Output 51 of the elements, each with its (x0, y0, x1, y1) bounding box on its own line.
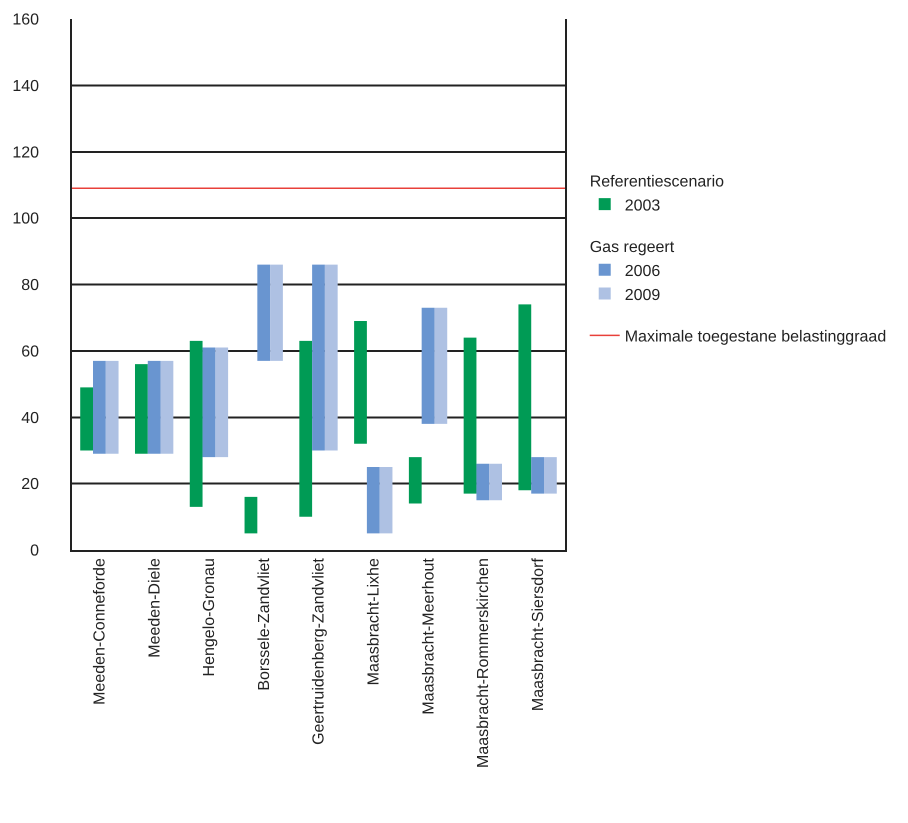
bar (464, 338, 476, 494)
bar (106, 360, 119, 454)
bar (257, 264, 270, 361)
x-tick-label: Maasbracht-Lixhe (365, 558, 382, 686)
bar (299, 340, 312, 517)
bar (244, 496, 258, 534)
legend-label: 2003 (624, 197, 660, 214)
y-tick-label: 20 (21, 476, 40, 494)
bar (380, 467, 392, 534)
x-tick-label: Meeden-Conneforde (92, 558, 109, 705)
y-tick-label: 120 (12, 144, 40, 162)
y-tick-label: 60 (21, 343, 40, 360)
y-tick-label: 140 (12, 78, 40, 95)
bar (544, 457, 557, 494)
bar (434, 308, 448, 424)
text: Gas regeert (590, 239, 675, 256)
legend-label: Maximale toegestane belastinggraad (624, 328, 886, 346)
bar (422, 308, 434, 424)
bar (270, 264, 283, 361)
bar (489, 464, 502, 500)
bar (190, 340, 203, 507)
legend-label: 2009 (624, 286, 660, 304)
y-tick-label: 160 (12, 12, 40, 29)
x-tick-label: Geertruidenberg-Zandvliet (310, 558, 328, 745)
x-tick-label: Maasbracht-Siersdorf (530, 558, 547, 712)
bar (148, 360, 161, 454)
text: Referentiescenario (590, 174, 724, 191)
bar (324, 264, 338, 450)
bar (408, 457, 422, 504)
bar (476, 464, 490, 500)
bar (354, 321, 367, 444)
bar (93, 360, 106, 454)
bar (202, 348, 216, 458)
y-tick-label: 0 (30, 542, 40, 560)
x-tick-label: Meeden-Diele (146, 558, 164, 658)
x-tick-label: Maasbracht-Meerhout (420, 558, 438, 715)
x-tick-label: Borssele-Zandvliet (256, 558, 273, 691)
legend-label: 2006 (624, 262, 660, 280)
bar (134, 364, 148, 454)
bar (160, 360, 174, 454)
bar (531, 457, 544, 494)
bar (518, 304, 532, 490)
bar (366, 467, 380, 534)
bar (312, 264, 325, 450)
y-tick-label: 40 (21, 410, 40, 427)
y-tick-label: 100 (12, 210, 40, 228)
bar (80, 387, 93, 450)
x-tick-label: Hengelo-Gronau (201, 558, 218, 676)
x-tick-label: Maasbracht-Rommerskirchen (475, 558, 492, 768)
bar (215, 348, 228, 458)
y-tick-label: 80 (21, 277, 40, 294)
